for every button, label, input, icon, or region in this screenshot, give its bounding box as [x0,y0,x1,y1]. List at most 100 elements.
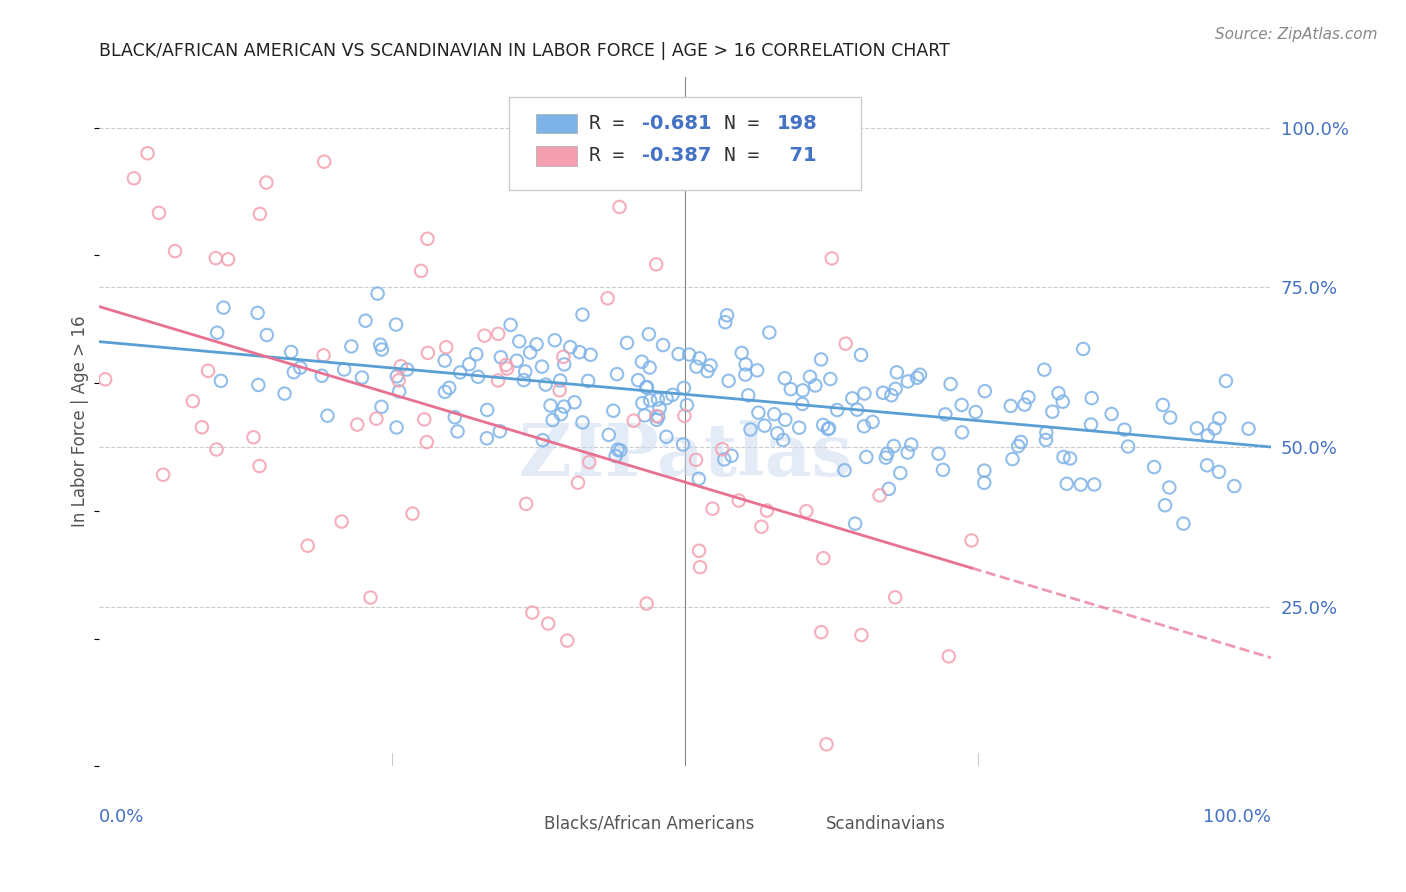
Point [311,368,333,383]
Point [779,382,801,396]
Point [1033,362,1056,376]
Point [122,171,145,186]
Point [678,347,700,361]
Point [939,377,962,392]
Point [897,445,920,459]
Point [434,340,457,354]
Point [973,384,995,399]
Point [1185,421,1208,435]
Point [1047,386,1070,401]
Point [855,450,877,464]
Point [1152,398,1174,412]
Point [316,409,339,423]
Text: ZIPatlas: ZIPatlas [517,420,852,491]
Point [1035,425,1057,440]
Point [711,442,734,457]
Point [772,433,794,447]
Point [673,409,696,423]
Point [385,318,408,332]
FancyBboxPatch shape [509,97,860,190]
Point [773,371,796,385]
Text: Source: ZipAtlas.com: Source: ZipAtlas.com [1215,27,1378,42]
Point [1010,434,1032,449]
Point [1059,451,1081,466]
Point [884,382,907,396]
Point [740,422,762,436]
Point [688,472,710,486]
Point [716,308,738,322]
Point [685,359,707,374]
Point [495,358,517,372]
Point [499,318,522,332]
Point [872,385,894,400]
Point [605,449,627,463]
Point [553,400,575,414]
Point [844,516,866,531]
Point [1208,411,1230,425]
Point [747,406,769,420]
Point [689,351,711,366]
Point [416,232,439,246]
Point [631,355,654,369]
Point [209,374,232,388]
Point [346,417,368,432]
Point [486,374,509,388]
Point [537,616,560,631]
Point [1014,398,1036,412]
Point [1197,428,1219,442]
Point [647,392,669,407]
Point [818,421,841,435]
Point [578,455,600,469]
Point [648,401,671,416]
Point [152,467,174,482]
Point [821,252,844,266]
Point [834,336,856,351]
Point [661,388,683,402]
Point [163,244,186,259]
Text: 100.0%: 100.0% [1204,807,1271,826]
Point [634,409,657,423]
Point [1197,458,1219,473]
Point [787,420,810,434]
Point [655,430,678,444]
Text: -0.681: -0.681 [641,114,711,133]
Point [1159,410,1181,425]
Point [534,377,557,392]
Point [333,362,356,376]
Point [754,418,776,433]
Point [811,417,834,432]
Point [212,301,235,315]
Point [938,649,960,664]
Point [385,420,408,434]
Point [433,353,456,368]
Point [354,314,377,328]
Point [1237,422,1260,436]
Point [645,409,668,424]
Point [851,628,873,642]
Point [676,398,699,412]
Point [204,251,226,265]
Point [443,410,465,425]
Point [1056,476,1078,491]
Point [645,257,668,271]
Point [506,353,529,368]
Point [875,450,897,465]
Point [727,493,749,508]
Point [965,405,987,419]
Point [849,348,872,362]
Point [1071,342,1094,356]
Point [416,346,439,360]
Point [571,308,593,322]
Point [181,394,204,409]
Point [973,464,995,478]
Point [522,606,544,620]
Point [886,365,908,379]
Point [314,154,336,169]
Point [1101,407,1123,421]
Point [508,334,530,349]
Point [672,381,695,395]
Point [401,507,423,521]
Point [699,359,721,373]
Point [548,384,571,398]
Point [763,407,786,421]
